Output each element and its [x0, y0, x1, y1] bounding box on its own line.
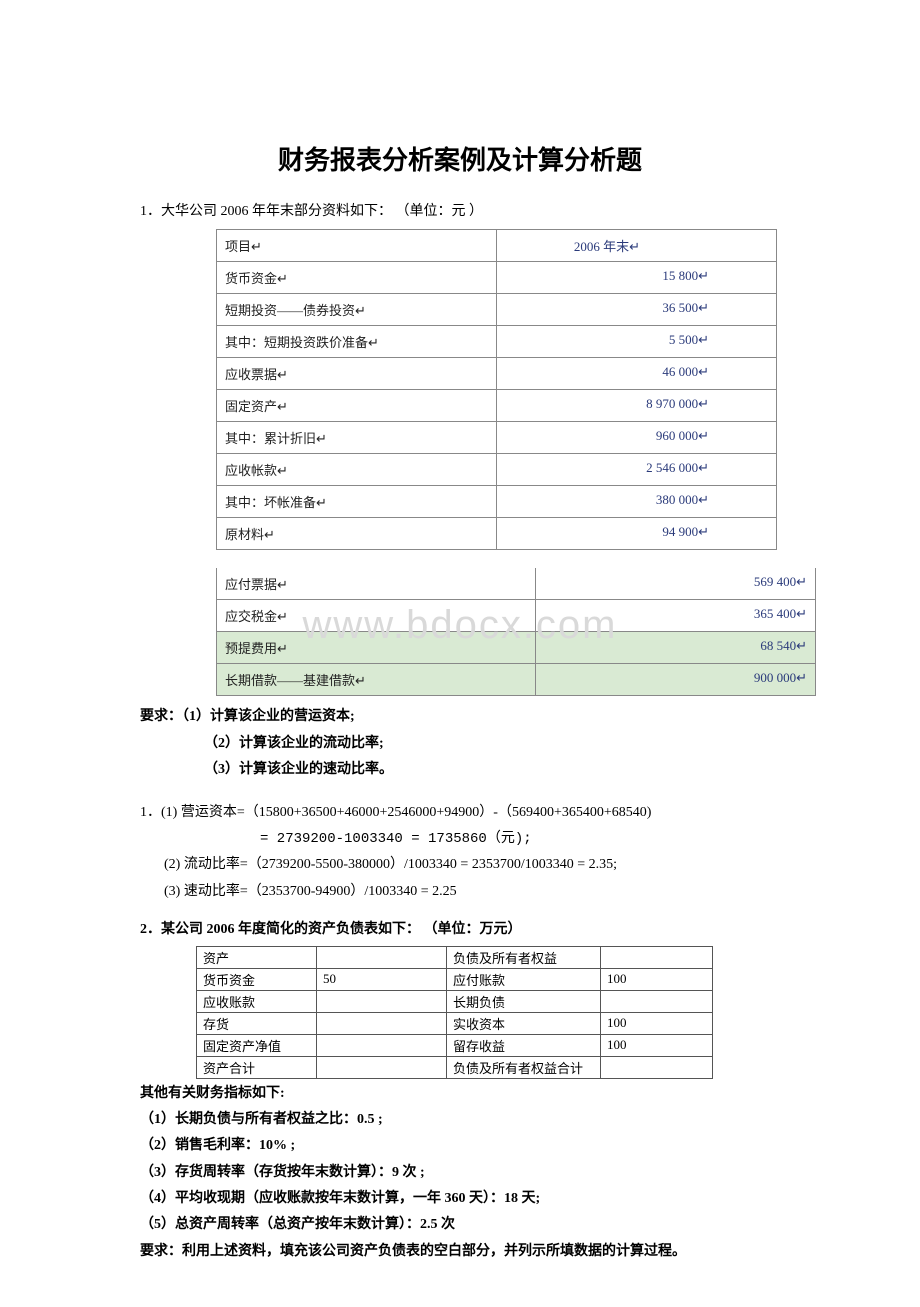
cell: 存货	[197, 1012, 317, 1034]
ind-2: （2）销售毛利率：10% ;	[140, 1135, 780, 1157]
cell	[317, 1034, 447, 1056]
t1-value: 46 000↵	[497, 358, 717, 389]
t1-label: 其中：累计折旧↵	[217, 422, 497, 453]
cell	[601, 1056, 713, 1078]
t1-label: 应收帐款↵	[217, 454, 497, 485]
req-2: （2）计算该企业的流动比率;	[140, 733, 780, 755]
cell: 100	[601, 1012, 713, 1034]
t1-label: 短期投资——债券投资↵	[217, 294, 497, 325]
cell: 负债及所有者权益	[447, 946, 601, 968]
cell	[601, 946, 713, 968]
t1b-value: 365 400↵	[536, 600, 815, 631]
cell: 货币资金	[197, 968, 317, 990]
table1-head-col2: 2006 年末↵	[497, 230, 717, 261]
req-head: 要求：（1）计算该企业的营运资本;	[140, 706, 780, 728]
table1: 项目↵ 2006 年末↵ 货币资金↵15 800↵ 短期投资——债券投资↵36 …	[216, 229, 777, 550]
calc-1b: = 2739200-1003340 = 1735860（元);	[140, 828, 780, 850]
t1-value: 380 000↵	[497, 486, 717, 517]
t1-value: 94 900↵	[497, 518, 717, 549]
cell: 资产	[197, 946, 317, 968]
cell: 应收账款	[197, 990, 317, 1012]
t1-label: 应收票据↵	[217, 358, 497, 389]
t1-value: 960 000↵	[497, 422, 717, 453]
t1-label: 货币资金↵	[217, 262, 497, 293]
other-head: 其他有关财务指标如下:	[140, 1083, 780, 1105]
calc-2: (2) 流动比率=（2739200-5500-380000）/1003340 =…	[140, 854, 780, 876]
t1-label: 其中：坏帐准备↵	[217, 486, 497, 517]
req-bottom: 要求：利用上述资料，填充该公司资产负债表的空白部分，并列示所填数据的计算过程。	[140, 1241, 780, 1263]
q2-intro: 2．某公司 2006 年度简化的资产负债表如下： （单位：万元）	[140, 919, 780, 941]
cell: 100	[601, 968, 713, 990]
table1b: 应付票据↵569 400↵ 应交税金↵365 400↵ 预提费用↵68 540↵…	[216, 568, 816, 696]
table-row: 资产 负债及所有者权益	[197, 946, 713, 968]
t1b-value: 68 540↵	[536, 632, 815, 663]
cell: 留存收益	[447, 1034, 601, 1056]
ind-1: （1）长期负债与所有者权益之比：0.5 ;	[140, 1109, 780, 1131]
cell	[601, 990, 713, 1012]
cell: 负债及所有者权益合计	[447, 1056, 601, 1078]
balance-sheet-table: 资产负债及所有者权益 货币资金50应付账款100 应收账款长期负债 存货实收资本…	[196, 946, 713, 1079]
t1-value: 2 546 000↵	[497, 454, 717, 485]
t1b-label: 应付票据↵	[217, 568, 536, 599]
table-row: 资产合计 负债及所有者权益合计	[197, 1056, 713, 1078]
cell	[317, 1056, 447, 1078]
cell: 资产合计	[197, 1056, 317, 1078]
cell	[317, 990, 447, 1012]
t1b-label: 长期借款——基建借款↵	[217, 664, 536, 695]
calc-3: (3) 速动比率=（2353700-94900）/1003340 = 2.25	[140, 881, 780, 903]
cell: 100	[601, 1034, 713, 1056]
ind-5: （5）总资产周转率（总资产按年末数计算）：2.5 次	[140, 1214, 780, 1236]
cell: 长期负债	[447, 990, 601, 1012]
q1-intro: 1．大华公司 2006 年年末部分资料如下： （单位：元 ）	[140, 201, 780, 223]
ind-4: （4）平均收现期（应收账款按年末数计算，一年 360 天）：18 天;	[140, 1188, 780, 1210]
t1b-label: 应交税金↵	[217, 600, 536, 631]
table-row: 应收账款 长期负债	[197, 990, 713, 1012]
t1-label: 原材料↵	[217, 518, 497, 549]
t1-label: 固定资产↵	[217, 390, 497, 421]
cell: 50	[317, 968, 447, 990]
ind-3: （3）存货周转率（存货按年末数计算）：9 次 ;	[140, 1162, 780, 1184]
t1-label: 其中：短期投资跌价准备↵	[217, 326, 497, 357]
table-row: 货币资金50应付账款100	[197, 968, 713, 990]
table-row: 固定资产净值 留存收益100	[197, 1034, 713, 1056]
cell: 实收资本	[447, 1012, 601, 1034]
cell: 应付账款	[447, 968, 601, 990]
table-row: 存货 实收资本100	[197, 1012, 713, 1034]
page-title: 财务报表分析案例及计算分析题	[140, 140, 780, 177]
t1b-value: 900 000↵	[536, 664, 815, 695]
t1b-label: 预提费用↵	[217, 632, 536, 663]
cell	[317, 1012, 447, 1034]
table1-head-col1: 项目↵	[217, 230, 497, 261]
t1-value: 8 970 000↵	[497, 390, 717, 421]
cell: 固定资产净值	[197, 1034, 317, 1056]
calc-1a: 1．(1) 营运资本=（15800+36500+46000+2546000+94…	[140, 802, 780, 824]
req-3: （3）计算该企业的速动比率。	[140, 759, 780, 781]
t1-value: 15 800↵	[497, 262, 717, 293]
t1b-value: 569 400↵	[536, 568, 815, 599]
cell	[317, 946, 447, 968]
t1-value: 36 500↵	[497, 294, 717, 325]
t1-value: 5 500↵	[497, 326, 717, 357]
